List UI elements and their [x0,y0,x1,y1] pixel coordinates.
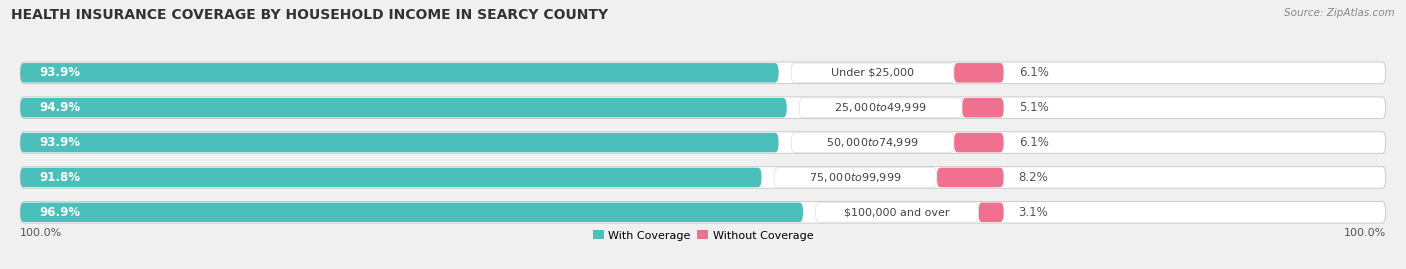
Text: HEALTH INSURANCE COVERAGE BY HOUSEHOLD INCOME IN SEARCY COUNTY: HEALTH INSURANCE COVERAGE BY HOUSEHOLD I… [11,8,609,22]
Text: 6.1%: 6.1% [1019,66,1049,79]
FancyBboxPatch shape [20,133,779,152]
FancyBboxPatch shape [936,168,1004,187]
FancyBboxPatch shape [20,97,1386,119]
Text: 100.0%: 100.0% [20,228,63,238]
Text: $50,000 to $74,999: $50,000 to $74,999 [827,136,918,149]
Text: Source: ZipAtlas.com: Source: ZipAtlas.com [1284,8,1395,18]
Text: $25,000 to $49,999: $25,000 to $49,999 [834,101,927,114]
Text: $75,000 to $99,999: $75,000 to $99,999 [810,171,901,184]
Text: 6.1%: 6.1% [1019,136,1049,149]
Text: Under $25,000: Under $25,000 [831,68,914,78]
Text: $100,000 and over: $100,000 and over [844,207,949,217]
Text: 8.2%: 8.2% [1019,171,1049,184]
FancyBboxPatch shape [20,132,1386,153]
FancyBboxPatch shape [20,98,787,118]
Text: 93.9%: 93.9% [39,136,80,149]
FancyBboxPatch shape [792,133,953,152]
Text: 5.1%: 5.1% [1019,101,1049,114]
FancyBboxPatch shape [20,62,1386,84]
FancyBboxPatch shape [792,63,953,83]
FancyBboxPatch shape [20,168,762,187]
FancyBboxPatch shape [953,133,1004,152]
Text: 96.9%: 96.9% [39,206,80,219]
FancyBboxPatch shape [953,63,1004,83]
FancyBboxPatch shape [20,201,1386,223]
FancyBboxPatch shape [775,168,936,187]
Text: 93.9%: 93.9% [39,66,80,79]
FancyBboxPatch shape [979,203,1004,222]
FancyBboxPatch shape [20,63,779,83]
Text: 94.9%: 94.9% [39,101,80,114]
FancyBboxPatch shape [20,203,803,222]
Legend: With Coverage, Without Coverage: With Coverage, Without Coverage [592,230,814,240]
Text: 100.0%: 100.0% [1343,228,1386,238]
FancyBboxPatch shape [20,167,1386,188]
FancyBboxPatch shape [962,98,1004,118]
FancyBboxPatch shape [799,98,962,118]
Text: 91.8%: 91.8% [39,171,80,184]
FancyBboxPatch shape [815,203,979,222]
Text: 3.1%: 3.1% [1019,206,1049,219]
